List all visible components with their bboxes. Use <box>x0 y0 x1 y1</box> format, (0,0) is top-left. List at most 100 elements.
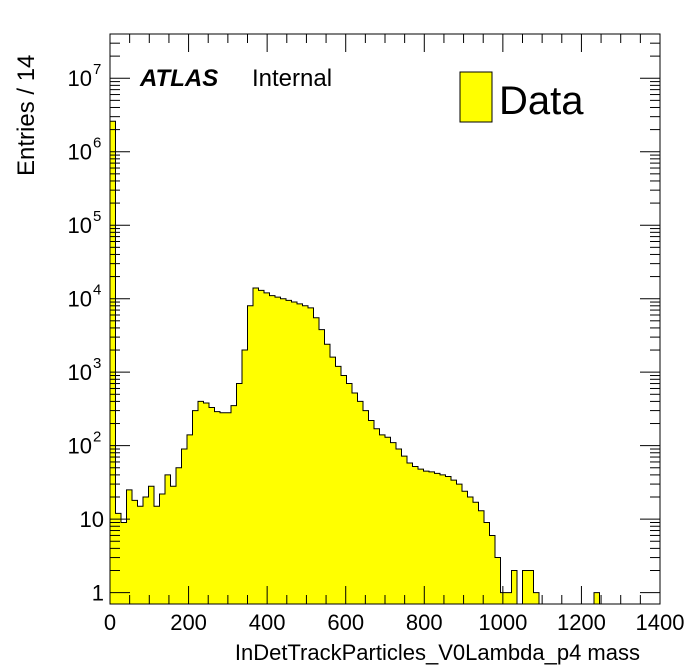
histogram-bar <box>132 500 138 604</box>
histogram-bar <box>275 297 281 604</box>
y-tick-label: 10 <box>80 507 104 532</box>
histogram-bar <box>121 522 127 604</box>
histogram-bar <box>115 513 122 604</box>
histogram-bar <box>242 350 248 604</box>
histogram-bar <box>192 410 199 604</box>
histogram-bar <box>407 463 413 604</box>
histogram-bar <box>533 592 540 604</box>
histogram-bar <box>148 486 155 604</box>
histogram-bar <box>385 437 391 604</box>
x-axis-tick-labels: 0 200 400 600 800 1000 1200 1400 <box>104 610 685 635</box>
histogram-bar <box>154 506 160 604</box>
histogram-bar <box>434 473 441 604</box>
histogram-bar <box>313 317 320 604</box>
histogram-bar <box>319 329 325 604</box>
legend: Data <box>459 71 584 123</box>
y-tick-label: 10 <box>68 360 92 385</box>
histogram-bar <box>412 466 419 604</box>
histogram-bar <box>473 502 479 604</box>
x-axis-title: InDetTrackParticles_V0Lambda_p4 mass <box>235 640 640 665</box>
histogram-bar <box>225 412 232 604</box>
histogram-bar <box>236 383 243 604</box>
y-tick-exponent: 6 <box>93 135 101 152</box>
y-tick-label: 10 <box>68 66 92 91</box>
histogram-bar <box>165 474 171 604</box>
histogram-bar <box>445 476 452 604</box>
y-tick-exponent: 5 <box>93 208 101 225</box>
x-tick-label: 200 <box>170 610 207 635</box>
histogram-bar <box>176 467 182 604</box>
histogram-outline <box>109 120 660 605</box>
histogram-bar <box>220 412 226 604</box>
y-tick-label: 1 <box>92 581 104 606</box>
x-tick-label: 0 <box>104 610 116 635</box>
y-axis-title: Entries / 14 <box>13 55 40 176</box>
y-tick-label: 10 <box>68 287 92 312</box>
y-tick-exponent: 2 <box>93 429 101 446</box>
histogram-bar <box>462 491 468 604</box>
histogram-bar <box>308 307 314 604</box>
x-tick-label: 1000 <box>478 610 527 635</box>
histogram-bar <box>214 411 221 604</box>
histogram-bar <box>302 305 309 604</box>
x-tick-label: 600 <box>327 610 364 635</box>
histogram-bar <box>456 484 463 604</box>
histogram-bar <box>440 474 446 604</box>
histogram-bar <box>357 401 364 604</box>
histogram-bar <box>269 295 276 604</box>
histogram-bar <box>159 493 166 604</box>
histogram-bar <box>511 570 518 604</box>
histogram-bar <box>264 292 270 604</box>
atlas-status-label: Internal <box>252 65 332 92</box>
histogram-bar <box>467 497 474 604</box>
x-axis-ticks <box>109 34 661 604</box>
histogram-bar <box>330 357 336 604</box>
histogram-bar <box>352 393 358 604</box>
histogram-bar <box>346 383 353 604</box>
histogram-bar <box>297 303 303 604</box>
y-tick-exponent: 7 <box>93 61 101 78</box>
histogram-bar <box>187 434 193 604</box>
atlas-label: ATLAS <box>139 65 218 92</box>
histogram-bar <box>181 449 188 604</box>
legend-swatch-data <box>459 71 493 123</box>
histogram-bar <box>143 497 149 604</box>
histogram-bar <box>429 471 435 604</box>
y-tick-label: 10 <box>68 140 92 165</box>
histogram-bar <box>478 510 485 604</box>
histogram-bar <box>280 298 287 604</box>
histogram-bar <box>291 302 298 604</box>
x-tick-label: 400 <box>249 610 286 635</box>
histogram-bar <box>110 121 116 604</box>
y-tick-label: 10 <box>68 434 92 459</box>
histogram-bar <box>231 405 237 604</box>
histogram-bar <box>500 592 507 604</box>
histogram-bar <box>374 428 380 604</box>
histogram-bar <box>341 375 347 604</box>
histogram-bar <box>390 442 397 604</box>
histogram-bar <box>286 300 292 604</box>
histogram-bar <box>451 480 457 604</box>
histogram-bar <box>198 401 204 604</box>
legend-label-data: Data <box>499 79 584 123</box>
histogram-bar <box>137 506 144 604</box>
histogram-bar <box>126 489 133 604</box>
histogram-bar <box>258 290 265 604</box>
histogram-bar <box>253 287 259 604</box>
histogram-bar <box>418 469 424 604</box>
histogram-bar <box>203 403 210 604</box>
histogram-bar <box>506 592 512 604</box>
histogram-bar <box>528 570 534 604</box>
x-tick-label: 1200 <box>557 610 606 635</box>
histogram-bar <box>247 305 254 604</box>
histogram-bar <box>396 449 402 604</box>
histogram-bar <box>423 471 430 604</box>
y-tick-exponent: 4 <box>93 282 101 299</box>
histogram-bar <box>335 366 342 604</box>
histogram-bar <box>368 420 375 604</box>
histogram-bar <box>489 535 496 604</box>
x-tick-label: 1400 <box>636 610 685 635</box>
histogram-bars <box>109 120 660 605</box>
